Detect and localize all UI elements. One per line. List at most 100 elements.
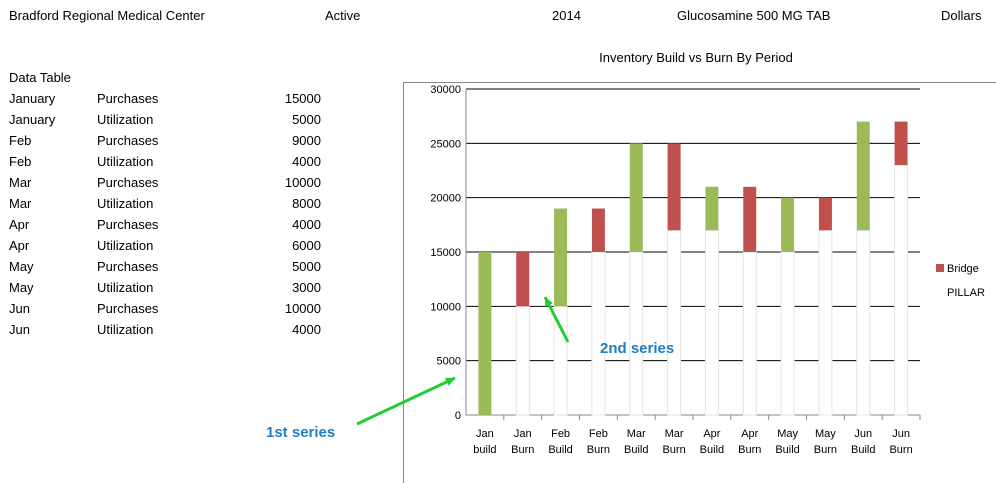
pillar-bar (553, 305, 568, 416)
pillar-bar (704, 229, 719, 416)
cell-value: 8000 (292, 196, 321, 211)
cell-value: 5000 (292, 112, 321, 127)
chart-title: Inventory Build vs Burn By Period (599, 50, 793, 65)
cell-type: Utilization (97, 280, 154, 295)
bridge-bar (516, 252, 530, 307)
table-row: Apr Purchases 4000 (9, 217, 321, 237)
table-row: Mar Utilization 8000 (9, 196, 321, 216)
unit: Dollars (941, 8, 982, 23)
annotation-second-series: 2nd series (600, 340, 675, 357)
cell-value: 10000 (284, 175, 321, 190)
table-row: May Utilization 3000 (9, 280, 321, 300)
cell-month: May (9, 280, 34, 295)
x-tick-label: Feb (589, 428, 608, 440)
x-tick-label: Build (851, 444, 875, 456)
x-tick-label: Jan (476, 428, 494, 440)
y-tick-label: 5000 (437, 356, 461, 368)
cell-month: Apr (9, 217, 30, 232)
cell-type: Purchases (97, 133, 159, 148)
table-row: January Purchases 15000 (9, 91, 321, 111)
y-tick-label: 15000 (430, 247, 461, 259)
legend-pillar: PILLAR (947, 287, 985, 299)
bridge-bar (705, 186, 719, 231)
cell-type: Purchases (97, 175, 159, 190)
cell-type: Utilization (97, 196, 154, 211)
legend-swatch-bridge (936, 264, 944, 272)
x-tick-label: May (815, 428, 836, 440)
y-tick-label: 10000 (430, 301, 461, 313)
cell-value: 4000 (292, 217, 321, 232)
bridge-bar (478, 252, 492, 415)
cell-value: 10000 (284, 301, 321, 316)
bridge-bar (781, 197, 795, 252)
pillar-bar (894, 164, 909, 416)
x-tick-label: Build (548, 444, 572, 456)
cell-value: 6000 (292, 238, 321, 253)
x-tick-label: Jan (514, 428, 532, 440)
cell-month: Feb (9, 154, 32, 169)
x-tick-label: May (777, 428, 798, 440)
cell-value: 3000 (292, 280, 321, 295)
bridge-bar (743, 186, 757, 252)
table-row: January Utilization 5000 (9, 112, 321, 132)
x-tick-label: Burn (662, 444, 685, 456)
cell-month: May (9, 259, 34, 274)
cell-value: 9000 (292, 133, 321, 148)
x-tick-label: Burn (587, 444, 610, 456)
cell-type: Purchases (97, 217, 159, 232)
pillar-bar (856, 229, 871, 416)
arrow-first-series (356, 376, 456, 426)
table-row: Apr Utilization 6000 (9, 238, 321, 258)
arrow-first-series-head (445, 377, 455, 386)
table-row: May Purchases 5000 (9, 259, 321, 279)
facility-name: Bradford Regional Medical Center (9, 8, 205, 23)
bridge-bar (818, 197, 832, 231)
data-table-title: Data Table (9, 70, 71, 85)
cell-month: Jun (9, 301, 30, 316)
status: Active (325, 8, 361, 23)
cell-month: January (9, 112, 56, 127)
table-row: Feb Purchases 9000 (9, 133, 321, 153)
bridge-bar (554, 208, 568, 307)
x-tick-label: Burn (738, 444, 761, 456)
cell-month: January (9, 91, 56, 106)
pillar-bar (780, 251, 795, 416)
x-tick-label: Feb (551, 428, 570, 440)
cell-type: Utilization (97, 322, 154, 337)
product: Glucosamine 500 MG TAB (677, 8, 831, 23)
cell-month: Apr (9, 238, 30, 253)
pillar-bar (515, 305, 530, 416)
table-row: Mar Purchases 10000 (9, 175, 321, 195)
annotation-first-series: 1st series (266, 424, 336, 441)
x-tick-label: Build (700, 444, 724, 456)
bridge-bar (894, 121, 908, 166)
x-tick-label: Jun (892, 428, 910, 440)
x-tick-label: build (473, 444, 496, 456)
cell-month: Mar (9, 175, 32, 190)
cell-type: Utilization (97, 238, 154, 253)
x-tick-label: Mar (627, 428, 646, 440)
x-tick-label: Mar (665, 428, 684, 440)
x-tick-label: Jun (854, 428, 872, 440)
x-tick-label: Apr (741, 428, 758, 440)
x-tick-label: Burn (511, 444, 534, 456)
y-tick-label: 25000 (430, 138, 461, 150)
cell-type: Purchases (97, 91, 159, 106)
bridge-bar (591, 208, 605, 252)
y-tick-label: 0 (455, 410, 461, 422)
cell-value: 15000 (284, 91, 321, 106)
pillar-bar (818, 229, 833, 416)
cell-type: Purchases (97, 301, 159, 316)
legend-bridge: Bridge (947, 263, 979, 275)
pillar-bar (591, 251, 606, 416)
x-tick-label: Build (775, 444, 799, 456)
cell-type: Utilization (97, 112, 154, 127)
y-tick-label: 20000 (430, 193, 461, 205)
table-row: Jun Utilization 4000 (9, 322, 321, 342)
arrow-second-series-head (545, 297, 553, 307)
table-row: Jun Purchases 10000 (9, 301, 321, 321)
year: 2014 (552, 8, 581, 23)
x-tick-label: Build (624, 444, 648, 456)
table-row: Feb Utilization 4000 (9, 154, 321, 174)
